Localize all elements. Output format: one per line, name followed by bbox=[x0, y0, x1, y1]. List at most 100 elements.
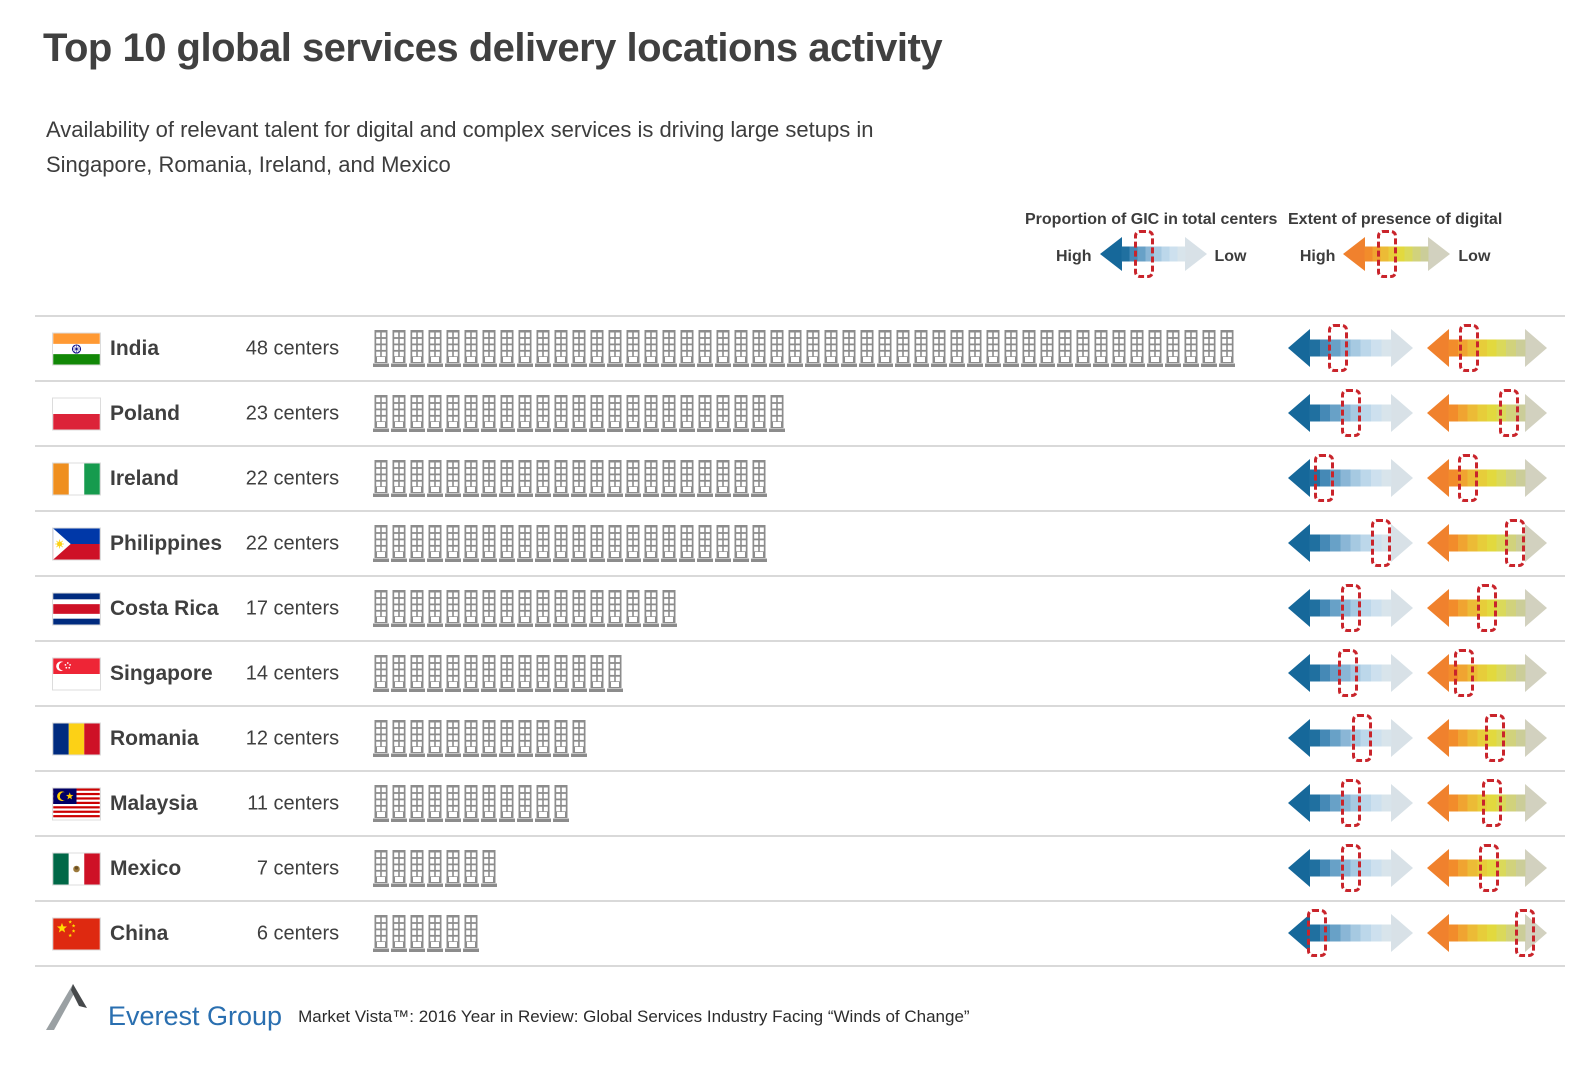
building-icon bbox=[571, 460, 587, 497]
footer: Everest Group Market Vista™: 2016 Year i… bbox=[46, 982, 970, 1032]
building-icon bbox=[373, 655, 389, 692]
building-icon bbox=[751, 330, 767, 367]
red-dashed-position-marker bbox=[1504, 519, 1525, 567]
legend-digital-high-label: High bbox=[1299, 247, 1336, 265]
building-icon bbox=[427, 395, 443, 432]
building-icon bbox=[1093, 330, 1109, 367]
table-row: Mexico 7 centers bbox=[35, 835, 1565, 900]
country-label: Singapore bbox=[110, 661, 213, 685]
gic-gradient-arrow bbox=[1288, 649, 1413, 697]
ireland-flag-icon bbox=[52, 462, 101, 495]
digital-gradient-arrow bbox=[1427, 324, 1547, 372]
building-icon bbox=[409, 525, 425, 562]
building-icon bbox=[481, 785, 497, 822]
building-icon bbox=[373, 590, 389, 627]
building-icon bbox=[481, 720, 497, 757]
building-icon bbox=[697, 330, 713, 367]
building-icon bbox=[571, 590, 587, 627]
page-title: Top 10 global services delivery location… bbox=[43, 26, 943, 70]
building-icon bbox=[427, 850, 443, 887]
buildings-pictogram bbox=[373, 850, 499, 887]
digital-gradient-arrow bbox=[1427, 584, 1547, 632]
building-icon bbox=[409, 330, 425, 367]
gic-gradient-arrow bbox=[1288, 389, 1413, 437]
building-icon bbox=[1129, 330, 1145, 367]
building-icon bbox=[391, 590, 407, 627]
building-icon bbox=[535, 590, 551, 627]
table-row: China 6 centers bbox=[35, 900, 1565, 967]
building-icon bbox=[679, 330, 695, 367]
buildings-pictogram bbox=[373, 330, 1237, 367]
building-icon bbox=[877, 330, 893, 367]
building-icon bbox=[1039, 330, 1055, 367]
building-icon bbox=[607, 525, 623, 562]
building-icon bbox=[481, 330, 497, 367]
centers-count: 17 centers bbox=[245, 597, 340, 619]
building-icon bbox=[751, 525, 767, 562]
building-icon bbox=[733, 395, 749, 432]
building-icon bbox=[553, 590, 569, 627]
building-icon bbox=[1183, 330, 1199, 367]
red-dashed-position-marker bbox=[1377, 230, 1398, 278]
china-flag-icon bbox=[52, 917, 101, 950]
country-label: India bbox=[110, 336, 160, 360]
digital-gradient-arrow bbox=[1427, 519, 1547, 567]
building-icon bbox=[643, 330, 659, 367]
gic-gradient-arrow bbox=[1288, 454, 1413, 502]
building-icon bbox=[409, 395, 425, 432]
building-icon bbox=[571, 525, 587, 562]
country-label: China bbox=[110, 921, 169, 945]
source-text: Market Vista™: 2016 Year in Review: Glob… bbox=[298, 1007, 970, 1026]
digital-gradient-arrow bbox=[1427, 454, 1547, 502]
building-icon bbox=[535, 330, 551, 367]
building-icon bbox=[589, 330, 605, 367]
building-icon bbox=[409, 850, 425, 887]
building-icon bbox=[679, 525, 695, 562]
building-icon bbox=[661, 590, 677, 627]
legend-gic-title: Proportion of GIC in total centers bbox=[1025, 211, 1278, 228]
building-icon bbox=[481, 590, 497, 627]
legend-digital-arrow-slot bbox=[1343, 230, 1451, 278]
building-icon bbox=[607, 655, 623, 692]
building-icon bbox=[751, 395, 767, 432]
buildings-pictogram bbox=[373, 915, 481, 952]
building-icon bbox=[787, 330, 803, 367]
table-row: Singapore 14 centers bbox=[35, 640, 1565, 705]
country-label: Ireland bbox=[110, 466, 179, 490]
building-icon bbox=[409, 655, 425, 692]
legend-gic-low-label: Low bbox=[1214, 247, 1247, 265]
building-icon bbox=[571, 395, 587, 432]
buildings-pictogram bbox=[373, 525, 769, 562]
building-icon bbox=[391, 330, 407, 367]
building-icon bbox=[715, 525, 731, 562]
building-icon bbox=[409, 590, 425, 627]
building-icon bbox=[805, 330, 821, 367]
building-icon bbox=[643, 460, 659, 497]
building-icon bbox=[499, 395, 515, 432]
building-icon bbox=[1003, 330, 1019, 367]
digital-gradient-arrow bbox=[1427, 779, 1547, 827]
building-icon bbox=[661, 525, 677, 562]
red-dashed-position-marker bbox=[1457, 454, 1478, 502]
red-dashed-position-marker bbox=[1459, 324, 1479, 372]
digital-gradient-arrow bbox=[1427, 844, 1547, 892]
red-dashed-position-marker bbox=[1340, 779, 1361, 827]
building-icon bbox=[769, 395, 785, 432]
legend-gic: Proportion of GIC in total centers High … bbox=[1025, 211, 1278, 278]
digital-gradient-arrow bbox=[1427, 389, 1547, 437]
building-icon bbox=[427, 525, 443, 562]
red-dashed-position-marker bbox=[1454, 649, 1475, 697]
building-icon bbox=[409, 720, 425, 757]
building-icon bbox=[589, 525, 605, 562]
building-icon bbox=[895, 330, 911, 367]
building-icon bbox=[643, 395, 659, 432]
building-icon bbox=[553, 330, 569, 367]
building-icon bbox=[445, 915, 461, 952]
building-icon bbox=[697, 525, 713, 562]
building-icon bbox=[661, 460, 677, 497]
building-icon bbox=[985, 330, 1001, 367]
subtitle-line-1: Availability of relevant talent for digi… bbox=[46, 117, 874, 142]
centers-count: 11 centers bbox=[247, 792, 340, 814]
building-icon bbox=[733, 525, 749, 562]
building-icon bbox=[499, 590, 515, 627]
